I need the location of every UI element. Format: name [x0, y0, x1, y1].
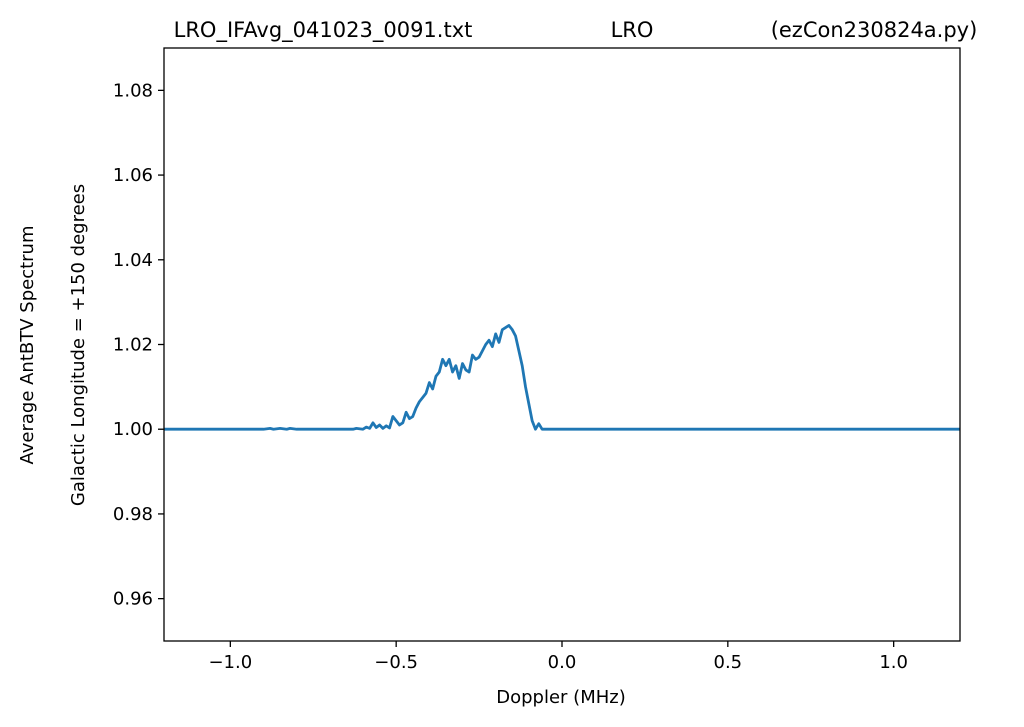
x-tick-label: 0.5 — [714, 652, 743, 673]
y-tick-label: 1.00 — [113, 419, 153, 440]
y-tick-label: 0.96 — [113, 589, 153, 610]
y-tick-label: 1.06 — [113, 165, 153, 186]
x-tick-label: 1.0 — [879, 652, 908, 673]
y-axis-label-line2: Galactic Longitude = +150 degrees — [68, 184, 89, 506]
title-left: LRO_IFAvg_041023_0091.txt — [174, 18, 473, 43]
title-center: LRO — [611, 18, 654, 42]
plot-frame — [163, 47, 961, 642]
x-tick-label: −1.0 — [208, 652, 252, 673]
y-tick-label: 1.02 — [113, 335, 153, 356]
y-tick-label: 0.98 — [113, 504, 153, 525]
x-tick-label: −0.5 — [374, 652, 418, 673]
spectrum-line — [164, 324, 960, 431]
x-tick-label: 0.0 — [548, 652, 577, 673]
y-tick-label: 1.04 — [113, 250, 153, 271]
x-axis-label: Doppler (MHz) — [496, 687, 625, 708]
title-right: (ezCon230824a.py) — [771, 18, 978, 42]
y-axis-label-line1: Average AntBTV Spectrum — [17, 225, 38, 464]
y-tick-label: 1.08 — [113, 80, 153, 101]
